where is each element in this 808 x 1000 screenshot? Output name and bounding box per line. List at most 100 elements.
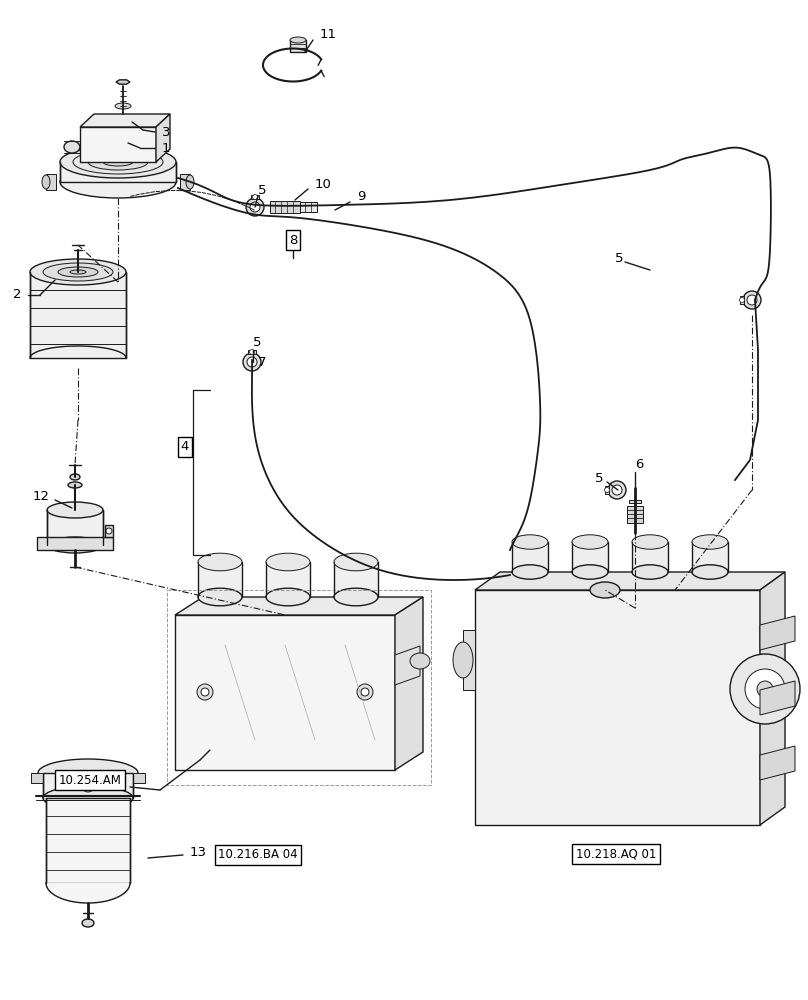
Ellipse shape	[747, 295, 757, 305]
Circle shape	[730, 654, 800, 724]
Polygon shape	[760, 616, 795, 650]
Ellipse shape	[692, 535, 728, 549]
Ellipse shape	[246, 198, 264, 216]
Text: 12: 12	[33, 490, 50, 504]
Ellipse shape	[250, 202, 260, 212]
Ellipse shape	[43, 786, 133, 810]
Polygon shape	[80, 127, 156, 162]
Polygon shape	[627, 506, 643, 523]
Polygon shape	[605, 486, 609, 494]
Ellipse shape	[73, 150, 163, 174]
Ellipse shape	[42, 175, 50, 189]
Ellipse shape	[30, 259, 126, 285]
Ellipse shape	[410, 653, 430, 669]
Circle shape	[357, 684, 373, 700]
Ellipse shape	[632, 565, 668, 579]
Polygon shape	[175, 597, 423, 615]
Ellipse shape	[743, 291, 761, 309]
Ellipse shape	[60, 166, 176, 198]
Circle shape	[604, 488, 609, 492]
Text: 9: 9	[357, 190, 365, 204]
Ellipse shape	[266, 588, 310, 606]
Text: 3: 3	[162, 125, 170, 138]
Polygon shape	[334, 562, 378, 597]
Circle shape	[757, 681, 773, 697]
Polygon shape	[46, 798, 130, 883]
Text: 10.254.AM: 10.254.AM	[58, 774, 121, 786]
Polygon shape	[105, 525, 113, 537]
Ellipse shape	[58, 267, 98, 277]
Text: 1: 1	[162, 141, 170, 154]
Ellipse shape	[632, 535, 668, 549]
Polygon shape	[760, 572, 785, 825]
Text: 6: 6	[635, 458, 643, 472]
Circle shape	[197, 684, 213, 700]
Ellipse shape	[247, 357, 257, 367]
Ellipse shape	[198, 588, 242, 606]
Polygon shape	[572, 542, 608, 572]
Text: 5: 5	[253, 336, 262, 350]
Polygon shape	[300, 202, 317, 212]
Polygon shape	[116, 80, 130, 84]
Ellipse shape	[334, 553, 378, 571]
Ellipse shape	[64, 141, 80, 153]
Polygon shape	[30, 272, 126, 358]
Polygon shape	[760, 681, 795, 715]
Text: 7: 7	[258, 356, 267, 368]
Polygon shape	[270, 201, 300, 213]
Circle shape	[739, 298, 744, 302]
Ellipse shape	[68, 482, 82, 488]
Ellipse shape	[47, 537, 103, 553]
Text: 5: 5	[615, 251, 624, 264]
Polygon shape	[198, 562, 242, 597]
Polygon shape	[60, 162, 176, 182]
Circle shape	[361, 688, 369, 696]
Ellipse shape	[243, 353, 261, 371]
Text: 5: 5	[595, 472, 604, 485]
Ellipse shape	[99, 778, 113, 788]
Ellipse shape	[266, 553, 310, 571]
Ellipse shape	[47, 502, 103, 518]
Circle shape	[252, 194, 258, 200]
Polygon shape	[47, 510, 103, 545]
Polygon shape	[156, 114, 170, 162]
Polygon shape	[46, 174, 56, 190]
Circle shape	[745, 669, 785, 709]
Text: 10.216.BA 04: 10.216.BA 04	[218, 848, 298, 861]
Ellipse shape	[198, 553, 242, 571]
Circle shape	[106, 528, 112, 534]
Ellipse shape	[572, 535, 608, 549]
Ellipse shape	[70, 474, 80, 480]
Ellipse shape	[60, 146, 176, 178]
Ellipse shape	[692, 565, 728, 579]
Text: 10.218.AQ 01: 10.218.AQ 01	[576, 848, 656, 860]
Text: 11: 11	[320, 28, 337, 41]
Polygon shape	[629, 500, 641, 503]
Ellipse shape	[334, 588, 378, 606]
Polygon shape	[395, 646, 420, 685]
Text: 5: 5	[258, 184, 267, 196]
Polygon shape	[180, 174, 190, 190]
Polygon shape	[248, 350, 256, 354]
Polygon shape	[512, 542, 548, 572]
Polygon shape	[463, 630, 475, 690]
Polygon shape	[175, 615, 395, 770]
Text: 13: 13	[190, 846, 207, 858]
Ellipse shape	[115, 103, 131, 109]
Ellipse shape	[186, 175, 194, 189]
Text: 4: 4	[181, 440, 189, 454]
Polygon shape	[251, 195, 259, 199]
Ellipse shape	[43, 263, 113, 281]
Ellipse shape	[612, 485, 622, 495]
Circle shape	[250, 350, 255, 355]
Polygon shape	[290, 40, 306, 52]
Polygon shape	[266, 562, 310, 597]
Ellipse shape	[63, 778, 77, 788]
Ellipse shape	[70, 270, 86, 274]
Polygon shape	[632, 542, 668, 572]
Ellipse shape	[512, 535, 548, 549]
Ellipse shape	[103, 158, 133, 166]
Circle shape	[82, 780, 94, 792]
Polygon shape	[37, 537, 113, 550]
Polygon shape	[475, 590, 760, 825]
